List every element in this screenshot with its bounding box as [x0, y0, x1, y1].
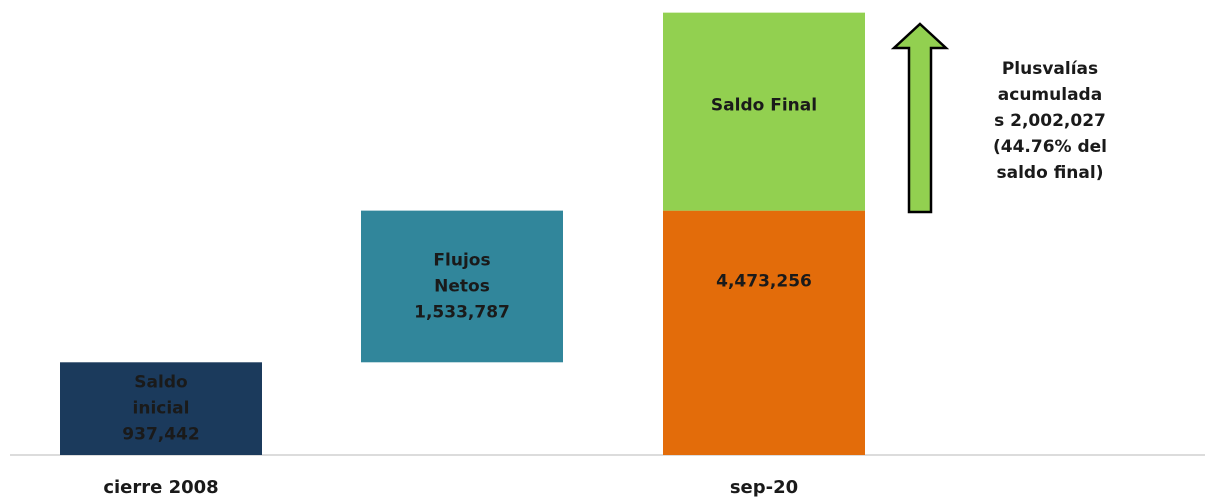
value-label: 4,473,256	[716, 272, 812, 292]
bar	[60, 362, 262, 455]
bar	[663, 12, 865, 211]
bar-label: Flujos	[433, 250, 490, 270]
annotation: acumulada	[998, 85, 1102, 105]
bar-label: Saldo	[134, 373, 187, 393]
x-tick-label: sep-20	[730, 477, 798, 497]
annotation: s 2,002,027	[994, 111, 1106, 131]
up-arrow	[890, 22, 950, 214]
annotation: Plusvalías	[1002, 59, 1098, 79]
value-label: 1,533,787	[414, 302, 510, 322]
x-tick-label: cierre 2008	[103, 477, 218, 497]
bar-label: Netos	[434, 276, 490, 296]
bar-label: Saldo Final	[711, 96, 817, 116]
bar	[663, 210, 865, 455]
value-label: 937,442	[122, 425, 199, 445]
bar-label: inicial	[133, 399, 190, 419]
annotation: (44.76% del	[993, 137, 1107, 157]
bar	[361, 210, 563, 363]
annotation: saldo final)	[997, 163, 1104, 183]
